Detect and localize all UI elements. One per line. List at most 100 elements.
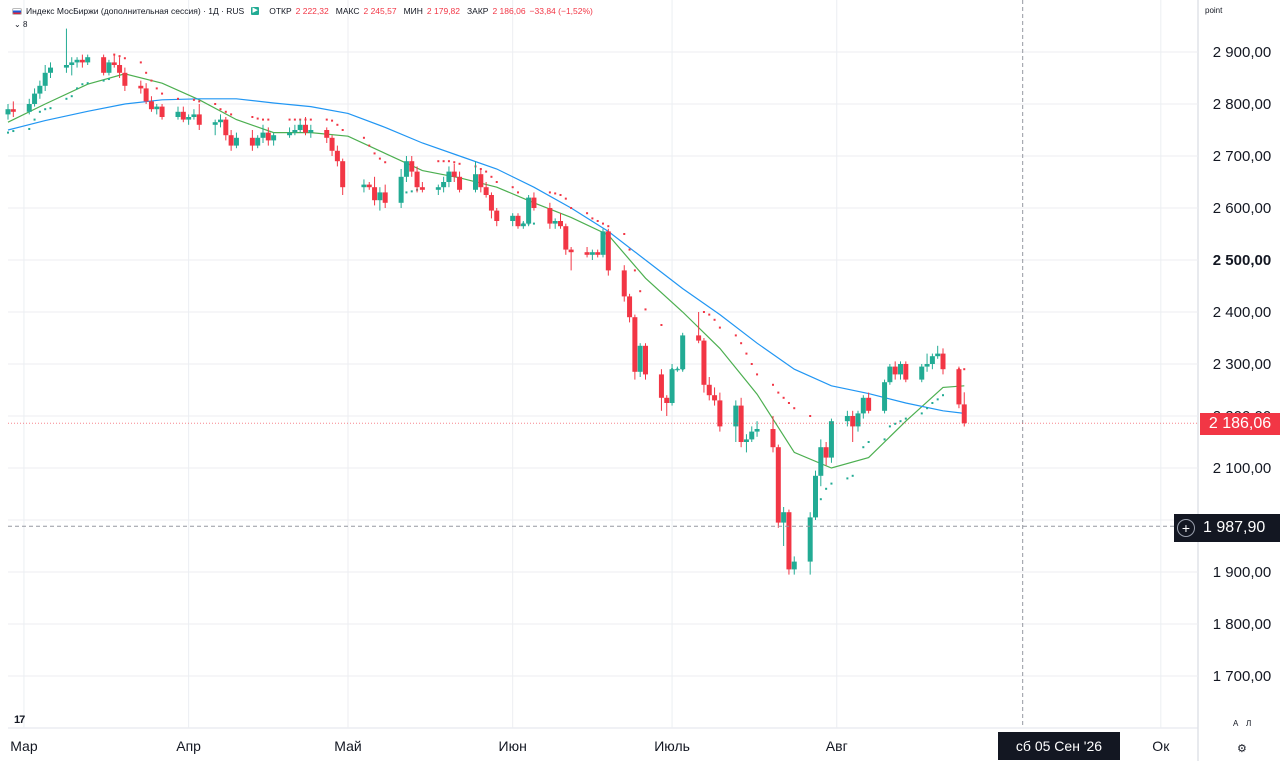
sar-dot: [888, 425, 891, 428]
candle-down: [775, 447, 781, 523]
settings-gear-icon[interactable]: ⚙: [1237, 743, 1247, 755]
candle-up: [233, 137, 239, 146]
candle-down: [334, 150, 340, 162]
high-label: МАКС: [335, 6, 360, 16]
sar-dot: [49, 107, 52, 110]
sar-dot: [123, 57, 126, 60]
candle-down: [111, 62, 117, 65]
y-tick-label: 2 100,00: [1213, 460, 1271, 477]
candle-up: [781, 512, 787, 523]
candle-up: [74, 59, 80, 63]
candle-up: [887, 366, 893, 383]
sar-dot: [219, 108, 222, 111]
candle-up: [473, 174, 478, 190]
candle-down: [643, 345, 648, 375]
indicators-toggle[interactable]: ⌄ 8: [14, 20, 27, 29]
sar-dot: [12, 130, 15, 133]
y-tick-label: 2 800,00: [1213, 96, 1271, 113]
y-tick-label: 2 600,00: [1213, 200, 1271, 217]
y-tick-label: 2 900,00: [1213, 44, 1271, 61]
x-tick-label: Мар: [10, 738, 38, 754]
candle-up: [754, 429, 760, 432]
candle-down: [558, 221, 563, 227]
sar-dot: [86, 82, 89, 85]
sar-dot: [772, 383, 774, 386]
candle-up: [26, 104, 32, 112]
sar-dot: [740, 342, 743, 345]
candle-up: [308, 130, 314, 133]
auto-scale-button[interactable]: A: [1233, 719, 1239, 728]
candle-down: [627, 296, 633, 318]
symbol-title[interactable]: Индекс МосБиржи (дополнительная сессия) …: [26, 6, 245, 16]
sar-dot: [410, 190, 413, 193]
candle-down: [605, 231, 611, 271]
sar-dot: [713, 318, 716, 321]
price-scale[interactable]: 1 700,001 800,001 900,002 100,002 200,00…: [1213, 44, 1271, 685]
sar-dot: [76, 87, 79, 90]
candle-down: [451, 171, 457, 177]
sar-dot: [517, 191, 519, 194]
log-scale-button[interactable]: Л: [1246, 719, 1252, 728]
moving-averages: [7, 73, 965, 469]
candle-up: [855, 413, 861, 427]
tradingview-logo-icon: 17: [14, 714, 25, 726]
candle-up: [85, 57, 91, 63]
sar-dot: [118, 55, 121, 58]
candle-down: [961, 404, 967, 424]
sar-dot: [570, 207, 573, 209]
x-tick-label: Авг: [825, 738, 848, 754]
candle-up: [520, 223, 526, 227]
sar-dot: [660, 324, 663, 326]
sar-dot: [224, 110, 227, 113]
candle-down: [101, 57, 107, 73]
candle-down: [148, 101, 154, 110]
sar-dot: [288, 118, 291, 121]
candle-down: [10, 109, 16, 112]
sar-dot: [161, 92, 164, 95]
crosshair: [8, 0, 1198, 728]
candle-up: [791, 561, 797, 570]
sar-dot: [809, 415, 812, 417]
candle-up: [361, 184, 367, 188]
candle-down: [563, 226, 569, 250]
sar-dot: [7, 131, 9, 134]
sar-dot: [718, 326, 721, 329]
candle-up: [924, 364, 930, 367]
candle-up: [828, 421, 834, 458]
sar-dot: [378, 157, 381, 160]
sar-dot: [708, 313, 711, 316]
sar-dot: [325, 118, 328, 121]
sar-dot: [384, 161, 387, 164]
candle-up: [441, 182, 447, 188]
candle-up: [403, 161, 409, 177]
x-tick-label: Апр: [176, 738, 201, 754]
candle-down: [228, 135, 234, 146]
sar-dot: [862, 446, 865, 449]
candle-up: [271, 135, 277, 141]
high-value: 2 245,57: [363, 6, 397, 16]
sar-dot: [192, 98, 195, 101]
candle-down: [696, 335, 702, 341]
candle-up: [297, 124, 303, 130]
sar-dot: [331, 119, 334, 122]
candle-up: [929, 356, 935, 364]
candle-up: [680, 335, 686, 370]
sar-dot: [623, 233, 626, 235]
candle-up: [260, 132, 266, 138]
crosshair-price-value: 1 987,90: [1203, 519, 1266, 536]
sar-dot: [81, 83, 84, 86]
candle-up: [674, 369, 680, 371]
crosshair-price-badge[interactable]: + 1 987,90: [1174, 514, 1280, 542]
candle-up: [898, 364, 903, 375]
candle-down: [366, 184, 372, 188]
sar-dot: [554, 192, 557, 195]
sar-dot: [899, 420, 902, 423]
candle-up: [255, 137, 261, 146]
add-alert-icon[interactable]: +: [1177, 519, 1195, 537]
sar-dot: [942, 394, 944, 397]
close-value: 2 186,06: [492, 6, 526, 16]
candle-up: [844, 416, 850, 422]
sar-dot: [336, 123, 339, 126]
symbol-legend[interactable]: Индекс МосБиржи (дополнительная сессия) …: [12, 6, 593, 16]
